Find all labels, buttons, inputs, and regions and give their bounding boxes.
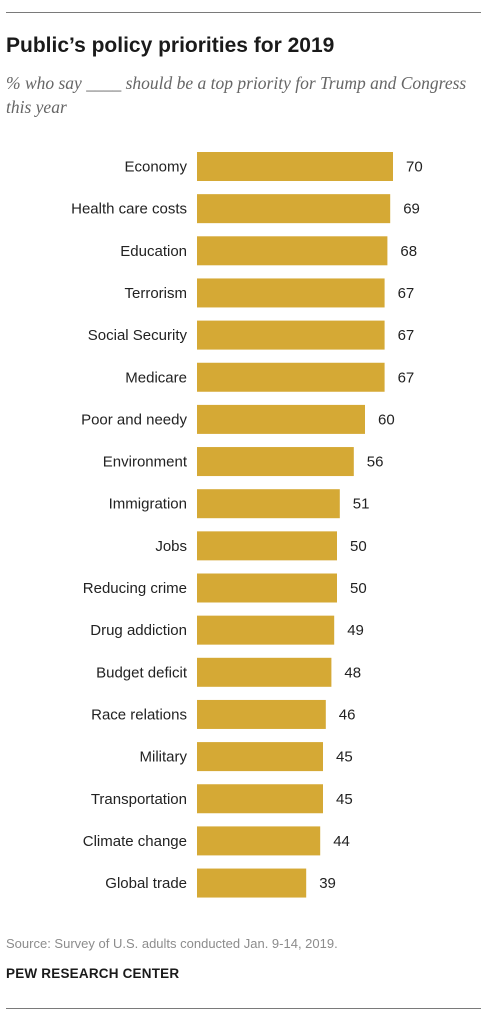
value-label: 45 <box>336 791 353 808</box>
value-label: 70 <box>406 159 423 176</box>
chart-title: Public’s policy priorities for 2019 <box>6 34 335 57</box>
bar <box>197 447 354 477</box>
bar <box>197 742 323 772</box>
bar <box>197 278 385 308</box>
category-label: Terrorism <box>125 285 188 302</box>
category-label: Health care costs <box>71 201 187 218</box>
bar <box>197 404 365 434</box>
bottom-rule <box>6 1008 481 1009</box>
bar <box>197 152 393 181</box>
bar <box>197 573 337 603</box>
chart-subtitle: % who say ____ should be a top priority … <box>6 73 467 117</box>
category-label: Race relations <box>91 706 187 723</box>
category-label: Military <box>140 749 188 766</box>
category-label: Global trade <box>105 875 187 892</box>
bar <box>197 699 326 729</box>
category-label: Economy <box>124 159 187 176</box>
bar <box>197 489 340 519</box>
category-label: Transportation <box>91 791 187 808</box>
value-label: 56 <box>367 454 384 471</box>
bar <box>197 868 307 898</box>
value-label: 45 <box>336 749 353 766</box>
value-label: 69 <box>403 201 420 218</box>
category-label: Climate change <box>83 833 187 850</box>
source-note: Source: Survey of U.S. adults conducted … <box>6 936 338 951</box>
category-label: Poor and needy <box>81 411 187 428</box>
category-label: Reducing crime <box>83 580 187 597</box>
value-label: 44 <box>333 833 350 850</box>
bar <box>197 320 385 350</box>
category-label: Education <box>120 243 187 260</box>
value-label: 48 <box>344 664 361 681</box>
value-label: 50 <box>350 580 367 597</box>
bar <box>197 615 335 645</box>
value-label: 51 <box>353 496 370 513</box>
category-label: Immigration <box>109 496 187 513</box>
brand-logo-text: PEW RESEARCH CENTER <box>6 966 180 981</box>
top-rule <box>6 12 481 13</box>
value-label: 46 <box>339 706 356 723</box>
value-label: 49 <box>347 622 364 639</box>
category-label: Medicare <box>125 369 187 386</box>
value-label: 67 <box>398 285 415 302</box>
category-label: Jobs <box>155 538 187 555</box>
bar <box>197 362 385 392</box>
value-label: 50 <box>350 538 367 555</box>
category-label: Drug addiction <box>90 622 187 639</box>
bar <box>197 531 337 561</box>
value-label: 39 <box>319 875 336 892</box>
bar <box>197 236 388 266</box>
value-label: 68 <box>400 243 417 260</box>
bar <box>197 784 323 814</box>
value-label: 67 <box>398 369 415 386</box>
category-label: Environment <box>103 454 188 471</box>
category-label: Budget deficit <box>96 664 188 681</box>
bar <box>197 657 332 687</box>
value-label: 60 <box>378 411 395 428</box>
value-label: 67 <box>398 327 415 344</box>
bar <box>197 194 391 224</box>
category-label: Social Security <box>88 327 188 344</box>
bar <box>197 826 321 856</box>
bar-chart: Economy 70 Health care costs 69 Education 68 T… <box>71 152 423 898</box>
